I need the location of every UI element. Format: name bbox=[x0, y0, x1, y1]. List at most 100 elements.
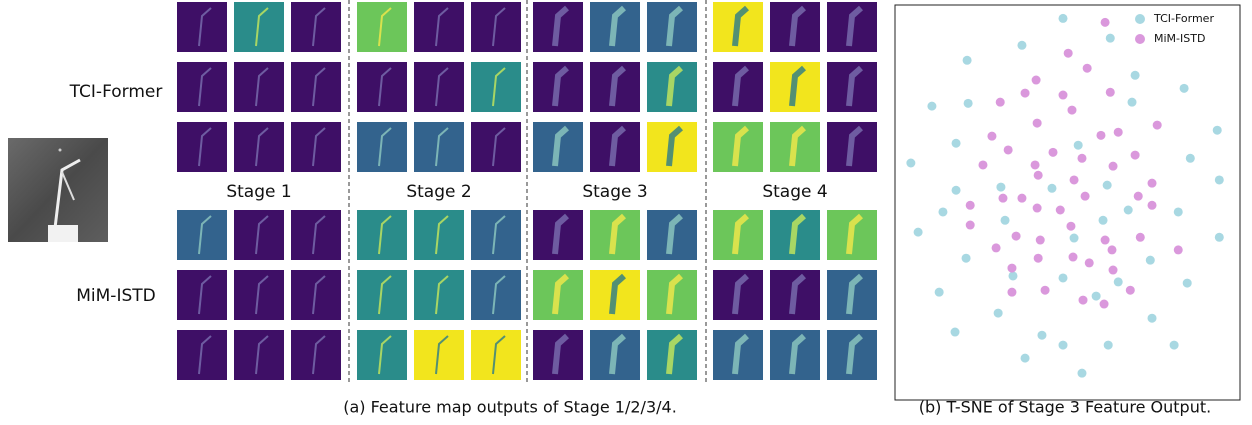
point bbox=[1152, 120, 1162, 130]
feature-detail bbox=[378, 275, 392, 315]
point bbox=[987, 131, 997, 141]
feature-detail bbox=[312, 275, 326, 315]
feature-map bbox=[291, 2, 341, 52]
point bbox=[1003, 145, 1013, 155]
feature-map bbox=[414, 122, 464, 172]
feature-map bbox=[471, 2, 521, 52]
feature-map bbox=[234, 330, 284, 380]
point bbox=[1030, 160, 1040, 170]
point bbox=[1000, 215, 1010, 225]
feature-detail bbox=[732, 273, 749, 315]
feature-detail bbox=[255, 67, 269, 107]
feature-map bbox=[291, 210, 341, 260]
feature-map bbox=[357, 122, 407, 172]
feature-map bbox=[177, 122, 227, 172]
feature-detail bbox=[789, 213, 806, 255]
point bbox=[1212, 125, 1222, 135]
point bbox=[1078, 295, 1088, 305]
point bbox=[1067, 105, 1077, 115]
point bbox=[1147, 178, 1157, 188]
feature-detail bbox=[435, 275, 449, 315]
feature-detail bbox=[666, 333, 683, 375]
feature-detail bbox=[609, 273, 626, 315]
feature-map bbox=[177, 62, 227, 112]
feature-detail bbox=[255, 215, 269, 255]
point bbox=[1102, 180, 1112, 190]
feature-detail bbox=[198, 67, 212, 107]
feature-detail bbox=[255, 127, 269, 167]
feature-detail bbox=[846, 333, 863, 375]
feature-detail bbox=[378, 215, 392, 255]
feature-map bbox=[357, 270, 407, 320]
feature-map bbox=[234, 122, 284, 172]
point bbox=[1047, 183, 1057, 193]
feature-detail bbox=[609, 333, 626, 375]
point bbox=[1077, 368, 1087, 378]
point bbox=[1035, 235, 1045, 245]
point bbox=[1147, 200, 1157, 210]
feature-detail bbox=[666, 125, 683, 167]
feature-map bbox=[177, 210, 227, 260]
point bbox=[1058, 273, 1068, 283]
feature-detail bbox=[255, 7, 269, 47]
point bbox=[1214, 232, 1224, 242]
feature-detail bbox=[732, 65, 749, 107]
feature-detail bbox=[198, 335, 212, 375]
point bbox=[1066, 221, 1076, 231]
point bbox=[1007, 287, 1017, 297]
feature-map bbox=[291, 62, 341, 112]
feature-detail bbox=[666, 5, 683, 47]
point bbox=[1096, 130, 1106, 140]
point bbox=[1108, 161, 1118, 171]
point bbox=[1068, 252, 1078, 262]
point bbox=[1031, 75, 1041, 85]
feature-detail bbox=[846, 65, 863, 107]
point bbox=[1084, 258, 1094, 268]
feature-detail bbox=[846, 213, 863, 255]
point bbox=[1145, 255, 1155, 265]
feature-detail bbox=[378, 67, 392, 107]
point bbox=[1055, 205, 1065, 215]
point bbox=[1130, 70, 1140, 80]
feature-detail bbox=[609, 65, 626, 107]
point bbox=[1080, 191, 1090, 201]
feature-map bbox=[177, 270, 227, 320]
point bbox=[965, 200, 975, 210]
feature-detail bbox=[255, 275, 269, 315]
point bbox=[1020, 353, 1030, 363]
feature-detail bbox=[312, 335, 326, 375]
feature-map bbox=[357, 2, 407, 52]
point bbox=[950, 327, 960, 337]
feature-detail bbox=[552, 5, 569, 47]
feature-detail bbox=[435, 7, 449, 47]
feature-detail bbox=[312, 7, 326, 47]
feature-detail bbox=[666, 273, 683, 315]
point bbox=[1011, 231, 1021, 241]
legend-label: TCI-Former bbox=[1153, 12, 1214, 25]
point bbox=[1125, 285, 1135, 295]
point bbox=[1103, 340, 1113, 350]
point bbox=[1058, 13, 1068, 23]
feature-detail bbox=[492, 215, 506, 255]
point bbox=[963, 98, 973, 108]
point bbox=[1048, 147, 1058, 157]
stage-label: Stage 1 bbox=[226, 182, 291, 202]
legend-marker bbox=[1135, 14, 1145, 24]
point bbox=[1100, 235, 1110, 245]
feature-map bbox=[234, 2, 284, 52]
point bbox=[1107, 245, 1117, 255]
feature-detail bbox=[312, 127, 326, 167]
point bbox=[998, 193, 1008, 203]
feature-map bbox=[291, 270, 341, 320]
input-image bbox=[8, 138, 108, 242]
feature-map bbox=[471, 270, 521, 320]
point bbox=[934, 287, 944, 297]
point bbox=[1105, 87, 1115, 97]
feature-detail bbox=[492, 335, 506, 375]
feature-detail bbox=[492, 127, 506, 167]
feature-detail bbox=[492, 7, 506, 47]
point bbox=[1032, 118, 1042, 128]
point bbox=[1185, 153, 1195, 163]
point bbox=[1063, 48, 1073, 58]
feature-map bbox=[471, 330, 521, 380]
